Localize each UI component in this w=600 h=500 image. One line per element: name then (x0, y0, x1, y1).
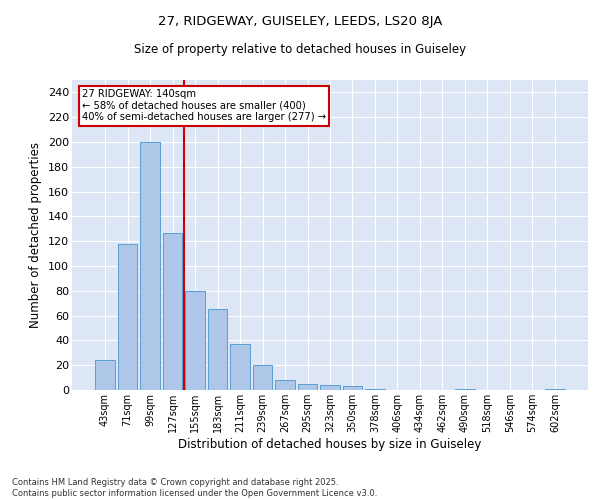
Bar (163, 232, 182, 390)
Bar (140, 142, 160, 390)
Bar (343, 386, 362, 390)
Text: 27 RIDGEWAY: 140sqm
← 58% of detached houses are smaller (400)
40% of semi-detac: 27 RIDGEWAY: 140sqm ← 58% of detached ho… (82, 90, 326, 122)
Bar (365, 389, 385, 390)
Bar (95, 360, 115, 390)
Bar (545, 389, 565, 390)
Y-axis label: Number of detached properties: Number of detached properties (29, 142, 43, 328)
Bar (298, 384, 317, 390)
Bar (275, 380, 295, 390)
Text: Contains HM Land Registry data © Crown copyright and database right 2025.
Contai: Contains HM Land Registry data © Crown c… (12, 478, 377, 498)
Bar (185, 291, 205, 390)
Bar (455, 389, 475, 390)
Bar (230, 344, 250, 390)
Text: 27, RIDGEWAY, GUISELEY, LEEDS, LS20 8JA: 27, RIDGEWAY, GUISELEY, LEEDS, LS20 8JA (158, 15, 442, 28)
Bar (253, 365, 272, 390)
Text: Size of property relative to detached houses in Guiseley: Size of property relative to detached ho… (134, 42, 466, 56)
Bar (208, 310, 227, 390)
X-axis label: Distribution of detached houses by size in Guiseley: Distribution of detached houses by size … (178, 438, 482, 450)
Bar (320, 385, 340, 390)
Bar (118, 244, 137, 390)
